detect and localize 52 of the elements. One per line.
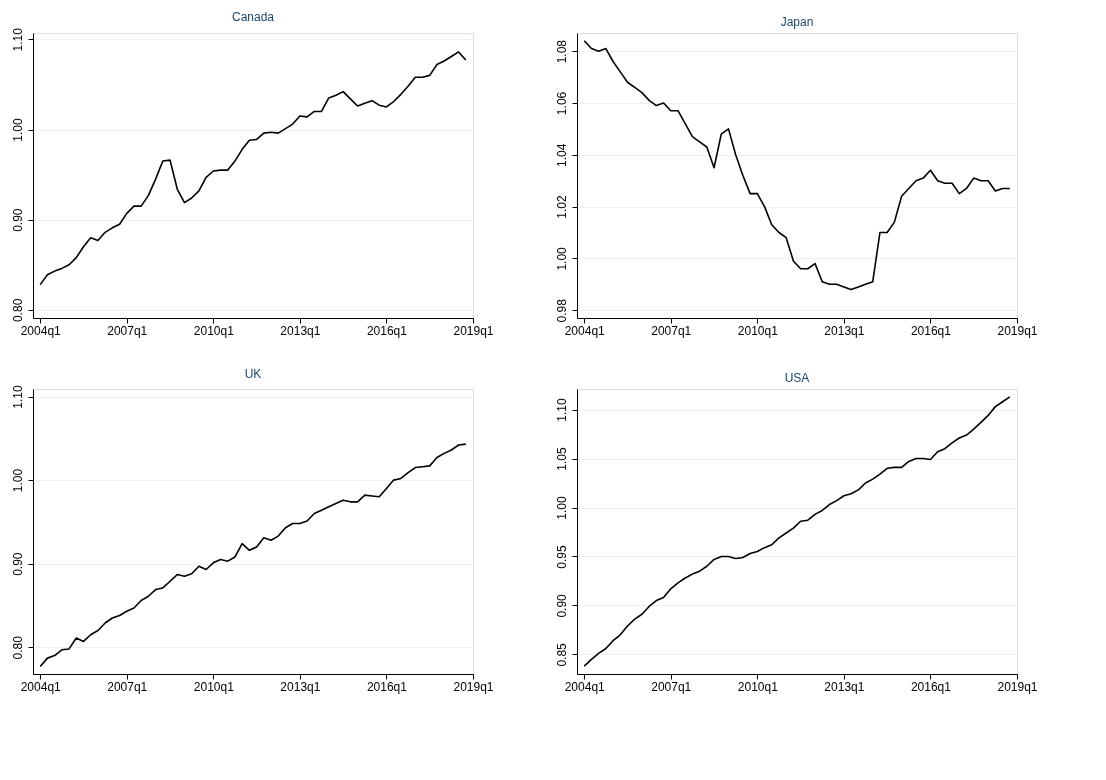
y-tick-label: 0.90 bbox=[10, 552, 25, 576]
y-tick-label: 1.10 bbox=[10, 385, 25, 409]
x-tick-label: 2016q1 bbox=[366, 323, 408, 338]
x-tick-label: 2004q1 bbox=[20, 679, 62, 694]
y-tick-label: 1.06 bbox=[554, 91, 569, 116]
x-tick-label: 2004q1 bbox=[564, 323, 606, 338]
x-tick-label: 2010q1 bbox=[193, 679, 235, 694]
chart-title: UK bbox=[244, 366, 262, 381]
x-tick-label: 2013q1 bbox=[280, 323, 321, 338]
line-series bbox=[39, 443, 467, 668]
x-tick-label: 2019q1 bbox=[997, 679, 1038, 694]
line-series bbox=[39, 51, 467, 286]
x-tick-label: 2004q1 bbox=[564, 679, 606, 694]
line-series bbox=[583, 396, 1011, 667]
chart-title: Canada bbox=[231, 9, 275, 24]
y-tick-label: 0.90 bbox=[10, 208, 25, 232]
y-tick-label: 1.02 bbox=[554, 195, 569, 219]
x-tick-label: 2013q1 bbox=[824, 679, 865, 694]
y-tick-label: 0.98 bbox=[554, 298, 569, 323]
x-tick-label: 2019q1 bbox=[997, 323, 1038, 338]
y-tick-label: 0.85 bbox=[554, 642, 569, 667]
y-tick-label: 1.00 bbox=[10, 468, 25, 493]
x-tick-label: 2007q1 bbox=[107, 679, 148, 694]
x-tick-label: 2013q1 bbox=[280, 679, 321, 694]
y-tick-label: 1.10 bbox=[554, 398, 569, 422]
chart-title: USA bbox=[784, 371, 810, 385]
x-tick-label: 2019q1 bbox=[453, 323, 494, 338]
x-tick-label: 2019q1 bbox=[453, 679, 494, 694]
y-tick-label: 1.00 bbox=[554, 246, 569, 271]
x-tick-label: 2007q1 bbox=[651, 679, 692, 694]
y-tick-label: 0.80 bbox=[10, 635, 25, 660]
y-tick-label: 0.80 bbox=[10, 298, 25, 323]
x-tick-label: 2007q1 bbox=[107, 323, 148, 338]
y-tick-label: 0.90 bbox=[554, 593, 569, 618]
x-tick-label: 2016q1 bbox=[366, 679, 408, 694]
y-tick-label: 1.04 bbox=[554, 143, 569, 167]
line-series bbox=[583, 39, 1011, 291]
chart-title: Japan bbox=[780, 15, 814, 29]
y-tick-label: 1.10 bbox=[10, 27, 25, 52]
x-tick-label: 2010q1 bbox=[737, 679, 779, 694]
x-tick-label: 2016q1 bbox=[910, 679, 952, 694]
x-tick-label: 2013q1 bbox=[824, 323, 865, 338]
y-tick-label: 1.05 bbox=[554, 447, 569, 471]
x-tick-label: 2004q1 bbox=[20, 323, 62, 338]
y-tick-label: 1.00 bbox=[10, 118, 25, 142]
x-tick-label: 2007q1 bbox=[651, 323, 692, 338]
x-tick-label: 2016q1 bbox=[910, 323, 952, 338]
y-tick-label: 1.08 bbox=[554, 39, 569, 64]
y-tick-label: 0.95 bbox=[554, 544, 569, 569]
x-tick-label: 2010q1 bbox=[737, 323, 779, 338]
x-tick-label: 2010q1 bbox=[193, 323, 235, 338]
y-tick-label: 1.00 bbox=[554, 496, 569, 520]
